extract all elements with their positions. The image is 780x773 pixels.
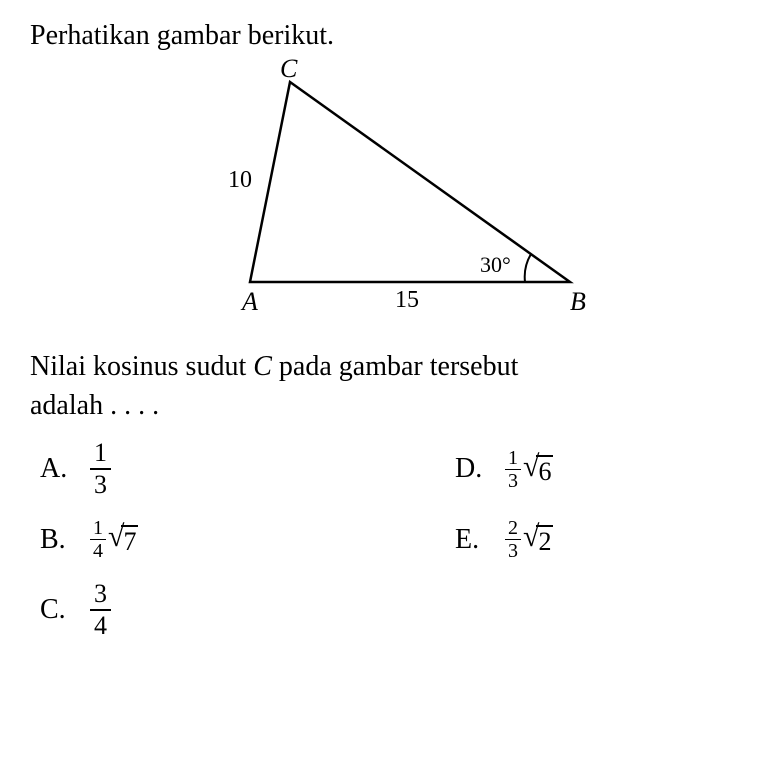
option-b: B. 1 4 √ 7 — [40, 518, 335, 561]
option-e-radicand: 2 — [536, 525, 553, 557]
followup-var: C — [253, 351, 272, 382]
option-b-fraction: 1 4 — [90, 518, 106, 561]
option-a-num: 1 — [90, 440, 111, 468]
option-e: E. 2 3 √ 2 — [455, 518, 750, 561]
option-d-fraction: 1 3 — [505, 448, 521, 491]
option-c-value: 3 4 — [90, 581, 111, 639]
angle-arc — [525, 254, 531, 282]
angle-b-label: 30° — [480, 252, 511, 278]
intro-text: Perhatikan gambar berikut. — [30, 20, 750, 52]
option-d-den: 3 — [505, 469, 521, 491]
options-grid: A. 1 3 D. 1 3 √ 6 B. 1 4 — [30, 440, 750, 639]
option-a-value: 1 3 — [90, 440, 111, 498]
option-c-den: 4 — [90, 609, 111, 639]
option-b-radicand: 7 — [121, 525, 138, 557]
option-b-num: 1 — [90, 518, 106, 539]
option-a-fraction: 1 3 — [90, 440, 111, 498]
vertex-b-label: B — [570, 287, 586, 317]
side-ab-label: 15 — [395, 287, 419, 314]
vertex-c-label: C — [280, 54, 297, 84]
triangle-shape — [250, 82, 570, 282]
option-e-num: 2 — [505, 518, 521, 539]
option-c-num: 3 — [90, 581, 111, 609]
option-a-letter: A. — [40, 453, 75, 485]
option-e-fraction: 2 3 — [505, 518, 521, 561]
option-d-radicand: 6 — [536, 455, 553, 487]
side-ca-label: 10 — [228, 167, 252, 194]
option-d-value: 1 3 √ 6 — [505, 448, 553, 491]
option-b-value: 1 4 √ 7 — [90, 518, 138, 561]
option-d: D. 1 3 √ 6 — [455, 440, 750, 498]
option-c-letter: C. — [40, 594, 75, 626]
followup-part3: adalah . . . . — [30, 390, 159, 421]
option-b-letter: B. — [40, 524, 75, 556]
followup-part2: pada gambar tersebut — [279, 351, 518, 382]
option-d-sqrt: √ 6 — [523, 452, 553, 487]
option-c: C. 3 4 — [40, 581, 335, 639]
option-d-num: 1 — [505, 448, 521, 469]
option-e-letter: E. — [455, 524, 490, 556]
option-c-fraction: 3 4 — [90, 581, 111, 639]
option-b-den: 4 — [90, 539, 106, 561]
triangle-diagram: C A B 10 15 30° — [170, 62, 610, 327]
option-e-sqrt: √ 2 — [523, 522, 553, 557]
option-d-letter: D. — [455, 453, 490, 485]
option-b-sqrt: √ 7 — [108, 522, 138, 557]
followup-part1: Nilai kosinus sudut — [30, 351, 246, 382]
option-e-value: 2 3 √ 2 — [505, 518, 553, 561]
vertex-a-label: A — [242, 287, 258, 317]
option-e-den: 3 — [505, 539, 521, 561]
option-a: A. 1 3 — [40, 440, 335, 498]
empty-cell — [455, 581, 750, 639]
diagram-container: C A B 10 15 30° — [30, 62, 750, 327]
followup-text: Nilai kosinus sudut C pada gambar terseb… — [30, 347, 750, 425]
option-a-den: 3 — [90, 468, 111, 498]
